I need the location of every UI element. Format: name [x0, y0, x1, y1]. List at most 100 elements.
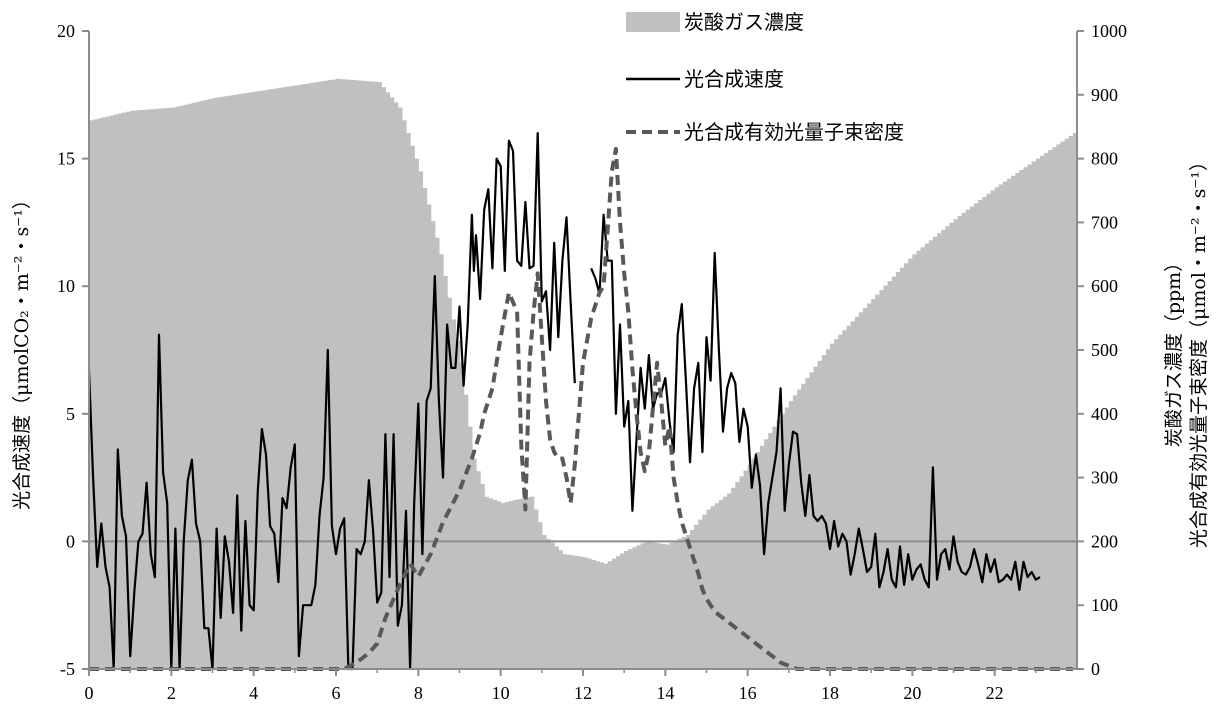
co2-bar	[298, 84, 304, 670]
co2-bar	[620, 553, 625, 669]
co2-bar	[739, 476, 745, 669]
right-tick-label: 300	[1091, 468, 1118, 488]
co2-bar	[673, 540, 679, 669]
co2-bar	[714, 503, 720, 669]
co2-bar	[294, 85, 300, 670]
co2-bar	[233, 94, 238, 670]
right-tick-label: 700	[1091, 212, 1118, 232]
co2-bar	[1007, 178, 1012, 669]
co2-bar	[187, 103, 193, 670]
co2-bar	[109, 115, 115, 669]
co2-bar	[1044, 152, 1049, 669]
right-tick-label: 800	[1091, 149, 1118, 169]
co2-bar	[426, 204, 432, 670]
left-tick-label: 0	[66, 531, 75, 551]
right-tick-label: 0	[1091, 659, 1100, 679]
co2-bar	[562, 554, 568, 669]
co2-bar	[941, 229, 946, 670]
co2-bar	[488, 498, 494, 669]
co2-bar	[957, 216, 963, 669]
co2-bar	[550, 542, 555, 669]
co2-bar	[628, 549, 633, 669]
co2-bar	[138, 110, 144, 670]
co2-bar	[677, 538, 683, 669]
co2-bar	[336, 78, 341, 670]
co2-bar	[722, 496, 728, 669]
x-tick-label: 12	[574, 683, 592, 703]
legend: 炭酸ガス濃度 光合成速度 光合成有効光量子束密度	[626, 10, 904, 144]
co2-bar	[134, 110, 139, 670]
co2-bar	[1048, 150, 1053, 670]
co2-bar	[451, 319, 456, 669]
co2-bar	[266, 89, 271, 669]
co2-bar	[591, 559, 596, 669]
co2-bar	[105, 116, 111, 670]
co2-bar	[558, 550, 564, 669]
co2-bar	[348, 79, 354, 669]
right-axis-label-ppfd: 光合成有効光量子束密度（μmol・m⁻²・s⁻¹）	[1188, 152, 1210, 548]
left-tick-label: 20	[57, 21, 75, 41]
co2-bar	[821, 355, 827, 669]
co2-bar	[764, 439, 769, 669]
right-tick-label: 500	[1091, 340, 1118, 360]
x-tick-label: 10	[492, 683, 510, 703]
right-axis-label-co2: 炭酸ガス濃度（ppm）	[1163, 253, 1185, 447]
co2-bar	[216, 97, 222, 670]
co2-bar	[150, 109, 156, 669]
co2-bar	[1015, 172, 1020, 669]
co2-bar	[241, 93, 247, 669]
co2-bar	[690, 529, 695, 669]
axes	[82, 30, 1084, 676]
right-tick-label: 900	[1091, 85, 1118, 105]
co2-bar	[624, 550, 629, 669]
co2-bar	[282, 87, 288, 669]
co2-bar	[554, 546, 559, 669]
legend-label-photosynthesis: 光合成速度	[684, 67, 784, 91]
co2-bar	[196, 101, 201, 669]
left-tick-label: 15	[57, 149, 75, 169]
co2-bar	[850, 321, 856, 669]
co2-bar	[1011, 175, 1016, 669]
co2-bar	[286, 86, 292, 669]
co2-bar	[430, 221, 436, 669]
co2-bar	[1052, 147, 1058, 669]
co2-bar	[1039, 155, 1045, 669]
co2-bar	[825, 349, 831, 669]
co2-bar	[261, 90, 267, 669]
x-tick-label: 4	[249, 683, 258, 703]
x-tick-label: 6	[332, 683, 341, 703]
co2-bar	[932, 236, 938, 669]
co2-bar	[661, 543, 666, 669]
co2-bar	[290, 85, 296, 670]
co2-bar	[990, 190, 996, 669]
co2-bar	[130, 110, 135, 669]
co2-bar	[126, 111, 131, 669]
co2-bar	[121, 112, 127, 669]
co2-bar	[801, 383, 806, 669]
co2-bar	[443, 275, 448, 669]
co2-bar	[904, 263, 909, 669]
co2-bar	[484, 496, 489, 669]
co2-bar	[389, 97, 395, 670]
co2-bar	[772, 426, 778, 669]
x-tick-label: 8	[414, 683, 423, 703]
co2-bar	[710, 506, 716, 669]
co2-bar	[525, 497, 531, 669]
co2-bar	[405, 133, 411, 669]
co2-bar	[747, 464, 753, 669]
co2-bar	[706, 509, 712, 669]
co2-bar	[191, 102, 197, 669]
co2-bar	[1056, 144, 1062, 670]
co2-bar	[694, 524, 699, 669]
co2-bar	[364, 81, 370, 669]
co2-bar	[924, 243, 930, 669]
co2-bar	[838, 334, 843, 669]
co2-bar	[698, 519, 703, 669]
co2-bar	[784, 407, 790, 669]
co2-bar	[615, 556, 621, 669]
co2-bar	[249, 92, 255, 669]
co2-bar	[204, 99, 209, 669]
co2-bar	[467, 426, 473, 669]
co2-bar	[669, 542, 675, 669]
co2-bar	[463, 394, 469, 669]
